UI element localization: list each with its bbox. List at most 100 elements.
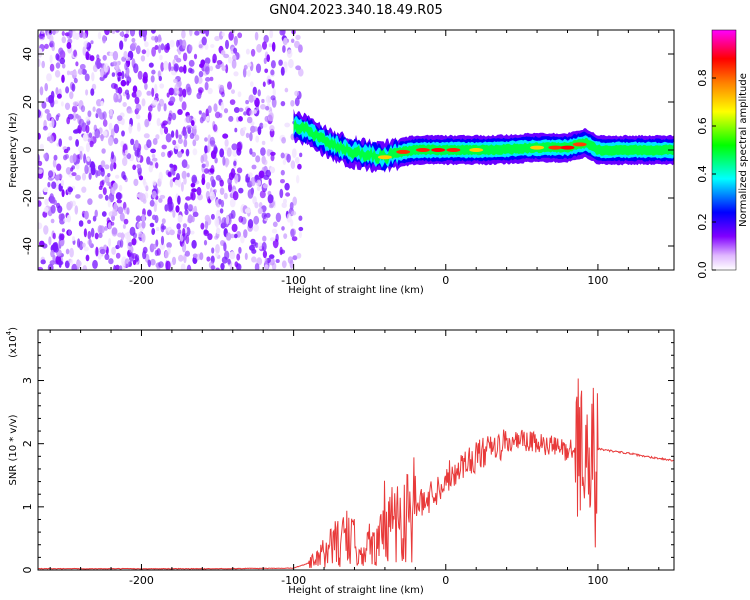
noise-speck (85, 124, 90, 134)
noise-speck (228, 115, 234, 122)
noise-speck (212, 53, 217, 64)
noise-speck (160, 223, 165, 233)
noise-speck (120, 232, 125, 241)
noise-speck (73, 129, 79, 134)
noise-speck (71, 172, 77, 177)
noise-speck (151, 36, 156, 41)
noise-speck (256, 186, 261, 192)
noise-speck (191, 120, 195, 127)
noise-speck (266, 148, 271, 157)
noise-speck (142, 178, 146, 186)
noise-speck (115, 252, 121, 259)
noise-speck (155, 134, 160, 140)
noise-speck (149, 199, 155, 207)
noise-speck (205, 190, 210, 200)
noise-speck (181, 170, 187, 180)
noise-speck (134, 139, 139, 148)
noise-speck (211, 247, 215, 254)
noise-speck (76, 260, 82, 267)
noise-speck (144, 118, 150, 128)
noise-speck (72, 112, 77, 121)
noise-speck (106, 181, 112, 186)
noise-speck (121, 130, 125, 137)
noise-speck (72, 101, 79, 107)
noise-speck (219, 84, 225, 92)
noise-speck (43, 206, 49, 213)
noise-speck (122, 224, 126, 229)
noise-speck (238, 246, 242, 254)
noise-speck (296, 174, 300, 184)
noise-speck (156, 117, 161, 127)
noise-speck (103, 63, 109, 73)
noise-speck (214, 111, 221, 119)
noise-speck (221, 32, 225, 37)
noise-speck (264, 68, 269, 74)
noise-speck (231, 89, 235, 94)
noise-speck (221, 65, 226, 71)
noise-speck (252, 86, 257, 96)
noise-speck (207, 105, 212, 114)
noise-speck (268, 178, 272, 186)
noise-speck (96, 59, 101, 70)
noise-speck (75, 194, 81, 199)
noise-speck (38, 109, 41, 118)
noise-speck (61, 63, 66, 69)
y-tick-label: -20 (21, 189, 34, 207)
noise-speck (173, 63, 179, 72)
noise-speck (238, 116, 243, 122)
noise-speck (50, 90, 55, 100)
noise-speck (255, 155, 261, 163)
noise-speck (263, 57, 267, 64)
noise-speck (49, 193, 54, 203)
noise-speck (158, 171, 163, 182)
noise-speck (50, 218, 55, 224)
noise-speck (38, 169, 43, 174)
noise-speck (161, 144, 167, 150)
noise-speck (216, 60, 223, 65)
noise-speck (94, 128, 100, 139)
noise-speck (200, 222, 205, 230)
noise-speck (221, 50, 226, 56)
y-tick-label: 2 (21, 440, 34, 447)
noise-speck (61, 74, 65, 84)
noise-speck (113, 137, 119, 145)
noise-speck (292, 255, 298, 261)
noise-speck (126, 207, 130, 215)
noise-speck (52, 159, 57, 168)
noise-speck (255, 63, 262, 74)
noise-speck (177, 214, 183, 223)
noise-speck (151, 154, 156, 158)
noise-speck (89, 55, 95, 62)
noise-speck (203, 239, 208, 246)
noise-speck (196, 186, 202, 196)
noise-speck (247, 189, 254, 199)
noise-speck (244, 252, 248, 260)
noise-speck (116, 115, 123, 121)
noise-speck (85, 89, 89, 96)
noise-speck (270, 154, 275, 162)
noise-speck (66, 146, 71, 151)
signal-band-layer (293, 119, 674, 164)
noise-speck (229, 99, 236, 105)
noise-speck (168, 201, 174, 211)
noise-speck (169, 96, 176, 104)
noise-speck (82, 46, 87, 56)
noise-speck (113, 123, 120, 134)
noise-speck (113, 162, 117, 170)
noise-speck (223, 192, 228, 200)
noise-speck (185, 148, 190, 157)
noise-speck (166, 242, 172, 249)
noise-speck (101, 148, 106, 154)
noise-speck (136, 89, 142, 98)
noise-speck (251, 248, 257, 254)
noise-speck (234, 127, 238, 133)
noise-speck (280, 66, 285, 76)
noise-speck (204, 145, 208, 154)
noise-speck (271, 41, 276, 52)
noise-speck (57, 205, 63, 214)
noise-speck (60, 179, 65, 187)
noise-speck (260, 147, 266, 156)
noise-speck (262, 235, 267, 242)
noise-speck (79, 150, 83, 160)
noise-speck (175, 205, 180, 213)
